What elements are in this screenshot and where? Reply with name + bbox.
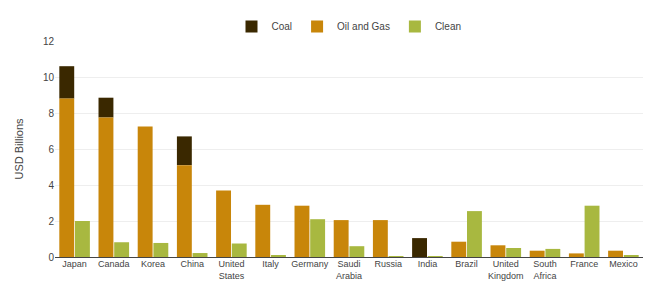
svg-text:4: 4	[48, 180, 54, 191]
svg-text:Korea: Korea	[141, 259, 165, 269]
svg-text:0: 0	[48, 252, 54, 263]
svg-text:Oil and Gas: Oil and Gas	[337, 21, 390, 32]
svg-text:12: 12	[43, 36, 55, 47]
svg-text:Clean: Clean	[435, 21, 461, 32]
svg-text:Russia: Russia	[374, 259, 402, 269]
svg-text:Germany: Germany	[291, 259, 329, 269]
svg-text:6: 6	[48, 144, 54, 155]
svg-text:8: 8	[48, 108, 54, 119]
svg-text:China: China	[180, 259, 204, 269]
svg-text:India: India	[418, 259, 438, 269]
svg-text:Coal: Coal	[272, 21, 293, 32]
svg-text:SaudiArabia: SaudiArabia	[336, 259, 362, 281]
svg-text:2: 2	[48, 216, 54, 227]
svg-text:Canada: Canada	[98, 259, 130, 269]
svg-text:10: 10	[43, 72, 55, 83]
svg-text:UnitedStates: UnitedStates	[218, 259, 244, 281]
svg-text:Japan: Japan	[62, 259, 87, 269]
svg-text:Brazil: Brazil	[455, 259, 478, 269]
svg-text:Italy: Italy	[262, 259, 279, 269]
svg-text:USD Billions: USD Billions	[13, 118, 25, 180]
svg-text:UnitedKingdom: UnitedKingdom	[488, 259, 524, 281]
svg-text:France: France	[570, 259, 598, 269]
svg-text:SouthAfrica: SouthAfrica	[533, 259, 557, 281]
svg-text:Mexico: Mexico	[609, 259, 638, 269]
